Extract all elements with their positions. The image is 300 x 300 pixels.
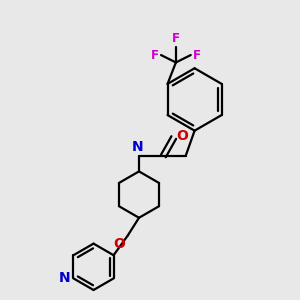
Text: F: F: [151, 49, 159, 62]
Text: O: O: [113, 237, 125, 251]
Text: F: F: [172, 32, 180, 45]
Text: F: F: [193, 49, 201, 62]
Text: N: N: [59, 272, 70, 285]
Text: O: O: [176, 129, 188, 143]
Text: N: N: [132, 140, 143, 154]
